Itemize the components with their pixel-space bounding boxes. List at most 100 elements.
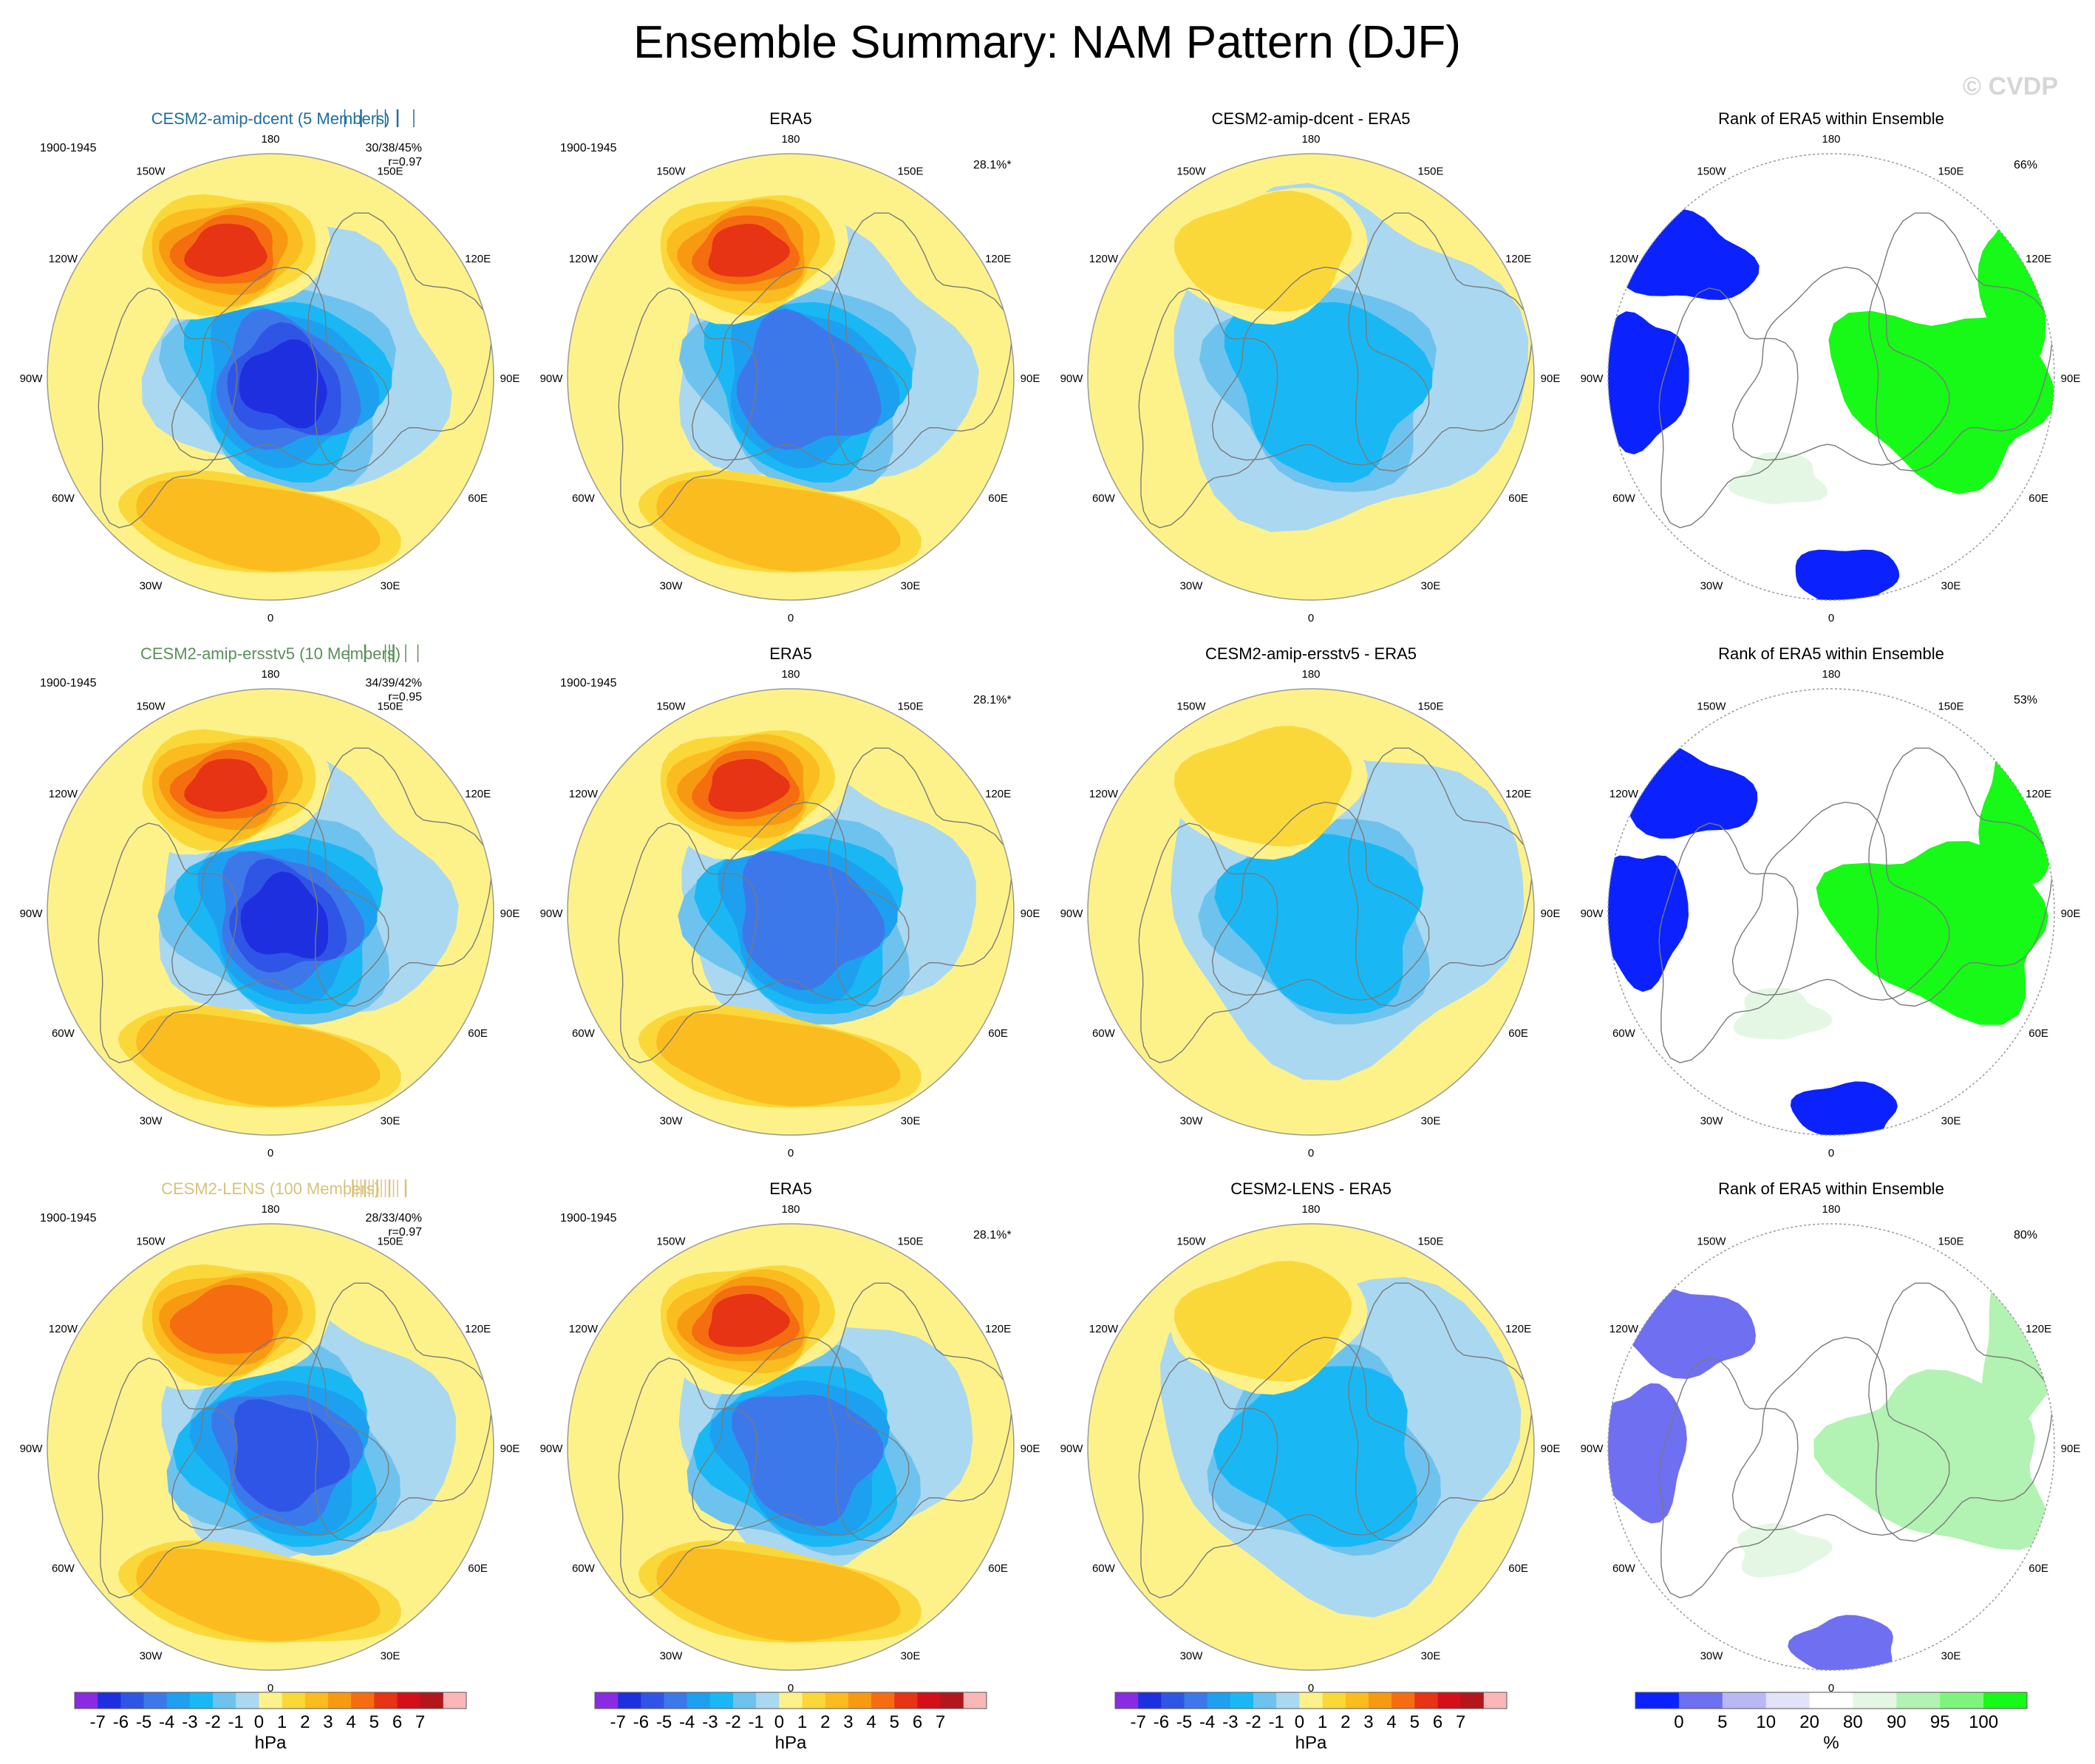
colorbar-tick-label: 80 (1843, 1712, 1863, 1732)
spread-ticks (344, 1179, 407, 1197)
colorbar-tick-label: 7 (415, 1712, 425, 1732)
rank-region-low (1608, 311, 1689, 454)
longitude-label: 90E (2061, 1443, 2081, 1455)
map-panel: 180 150E 120E 90E 60E 30E 0 30W 60W 90W 120W 150W Ra… (1581, 109, 2081, 624)
longitude-label: 0 (788, 1147, 794, 1159)
colorbar-swatch (1460, 1692, 1485, 1709)
coastlines (618, 747, 1012, 1063)
longitude-label: 30W (1700, 580, 1724, 593)
panel-title: Rank of ERA5 within Ensemble (1718, 109, 1944, 128)
coastlines (1658, 212, 2053, 528)
longitude-label: 120E (2026, 253, 2051, 265)
colorbar-tick-label: 3 (323, 1712, 333, 1732)
longitude-label: 120W (49, 788, 78, 800)
colorbar-tick-label: -5 (136, 1712, 151, 1732)
longitude-label: 150E (1938, 165, 1963, 177)
field-contour-high (169, 1284, 273, 1354)
colorbar-tick-label: 6 (913, 1712, 922, 1732)
longitude-label: 30W (660, 580, 684, 593)
longitude-label: 60E (988, 1562, 1008, 1575)
colorbar-tick-label: 0 (254, 1712, 264, 1732)
colorbar-swatch (1276, 1692, 1300, 1709)
field-contour-high (184, 223, 268, 277)
longitude-label: 150E (1417, 165, 1443, 177)
colorbar-swatch (848, 1692, 872, 1709)
spread-ticks (344, 109, 415, 127)
map-rim (567, 153, 1015, 601)
panel-title: CESM2-LENS (100 Members) (161, 1179, 380, 1198)
rank-region-low (1788, 1615, 1893, 1670)
field-contour-low (732, 1394, 884, 1526)
longitude-label: 60E (1508, 492, 1528, 505)
longitude-label: 120W (1089, 1323, 1119, 1335)
map-rim (47, 153, 494, 601)
ensemble-stats: 28/33/40% (365, 1212, 422, 1225)
longitude-label: 90W (540, 907, 564, 920)
rank-region-high (1828, 310, 2054, 494)
longitude-label: 150E (377, 700, 403, 712)
map-panel: 180 150E 120E 90E 60E 30E 0 30W 60W 90W 120W 150W CE… (1060, 109, 1561, 624)
longitude-label: 90E (500, 907, 520, 920)
map-rim (1087, 153, 1535, 601)
colorbar-tick-label: -7 (1131, 1712, 1146, 1732)
colorbar-tick-label: 20 (1799, 1712, 1819, 1732)
rank-region-mid (1728, 452, 1828, 504)
longitude-label: 60E (2028, 492, 2048, 505)
map-panel: 180 150E 120E 90E 60E 30E 0 30W 60W 90W 120W 150W ER… (540, 1179, 1040, 1695)
rank-region-low (1795, 549, 1900, 600)
colorbar-swatch (1765, 1692, 1810, 1709)
pattern-correlation: r=0.95 (388, 691, 422, 704)
longitude-label: 150E (377, 165, 403, 177)
coastlines (98, 212, 492, 528)
colorbar-swatch (1722, 1692, 1767, 1709)
colorbar-unit: hPa (1295, 1733, 1327, 1753)
map-panel: 180 150E 120E 90E 60E 30E 0 30W 60W 90W 120W 150W Ra… (1581, 644, 2081, 1159)
colorbar-swatch (259, 1692, 283, 1709)
colorbar-tick-label: 2 (300, 1712, 310, 1732)
colorbar-swatch (1368, 1692, 1392, 1709)
longitude-label: 120W (49, 253, 78, 265)
colorbar-swatch (420, 1692, 444, 1709)
colorbar-tick-label: 10 (1756, 1712, 1776, 1732)
longitude-label: 60W (572, 492, 596, 505)
longitude-label: 150W (1176, 700, 1206, 712)
colorbar-swatch (825, 1692, 849, 1709)
colorbar-swatch (756, 1692, 780, 1709)
map-rim (1087, 688, 1535, 1136)
colorbar-tick-label: 5 (369, 1712, 379, 1732)
longitude-label: 0 (1828, 1147, 1834, 1159)
longitude-label: 90E (1541, 907, 1561, 920)
longitude-label: 150W (656, 165, 686, 177)
field-contour-high (184, 758, 268, 812)
longitude-label: 120W (569, 788, 599, 800)
colorbar-swatch (282, 1692, 306, 1709)
longitude-label: 90W (1060, 907, 1084, 920)
field-contour-high (708, 1293, 791, 1347)
colorbar-frame (1114, 1692, 1508, 1709)
colorbar-swatch (1809, 1692, 1853, 1709)
longitude-label: 150W (1697, 165, 1726, 177)
colorbar-tick-label: 90 (1887, 1712, 1907, 1732)
longitude-label: 30E (1421, 1650, 1441, 1663)
map-panel: 180 150E 120E 90E 60E 30E 0 30W 60W 90W 120W 150W ER… (540, 644, 1040, 1159)
longitude-label: 90W (1060, 372, 1084, 385)
panel-title: ERA5 (769, 1179, 811, 1198)
colorbar-tick-label: 4 (346, 1712, 355, 1732)
longitude-label: 60E (468, 492, 488, 505)
colorbar-tick-label: 2 (820, 1712, 830, 1732)
colorbar-tick-label: 5 (1717, 1712, 1727, 1732)
colorbar-tick-label: 1 (1318, 1712, 1327, 1732)
longitude-label: 120E (465, 788, 491, 800)
longitude-label: 30W (660, 1115, 684, 1128)
colorbar-tick-label: 0 (774, 1712, 784, 1732)
longitude-label: 60W (1092, 492, 1116, 505)
panel-title: CESM2-LENS - ERA5 (1230, 1179, 1391, 1198)
colorbar-swatch (236, 1692, 259, 1709)
colorbar-swatch (1184, 1692, 1208, 1709)
variance-percent: 80% (2014, 1229, 2037, 1242)
colorbar-tick-label: -5 (1176, 1712, 1192, 1732)
longitude-label: 0 (1308, 1147, 1314, 1159)
longitude-label: 150E (897, 165, 923, 177)
colorbar-tick-label: -1 (1269, 1712, 1284, 1732)
colorbar-swatch (779, 1692, 803, 1709)
